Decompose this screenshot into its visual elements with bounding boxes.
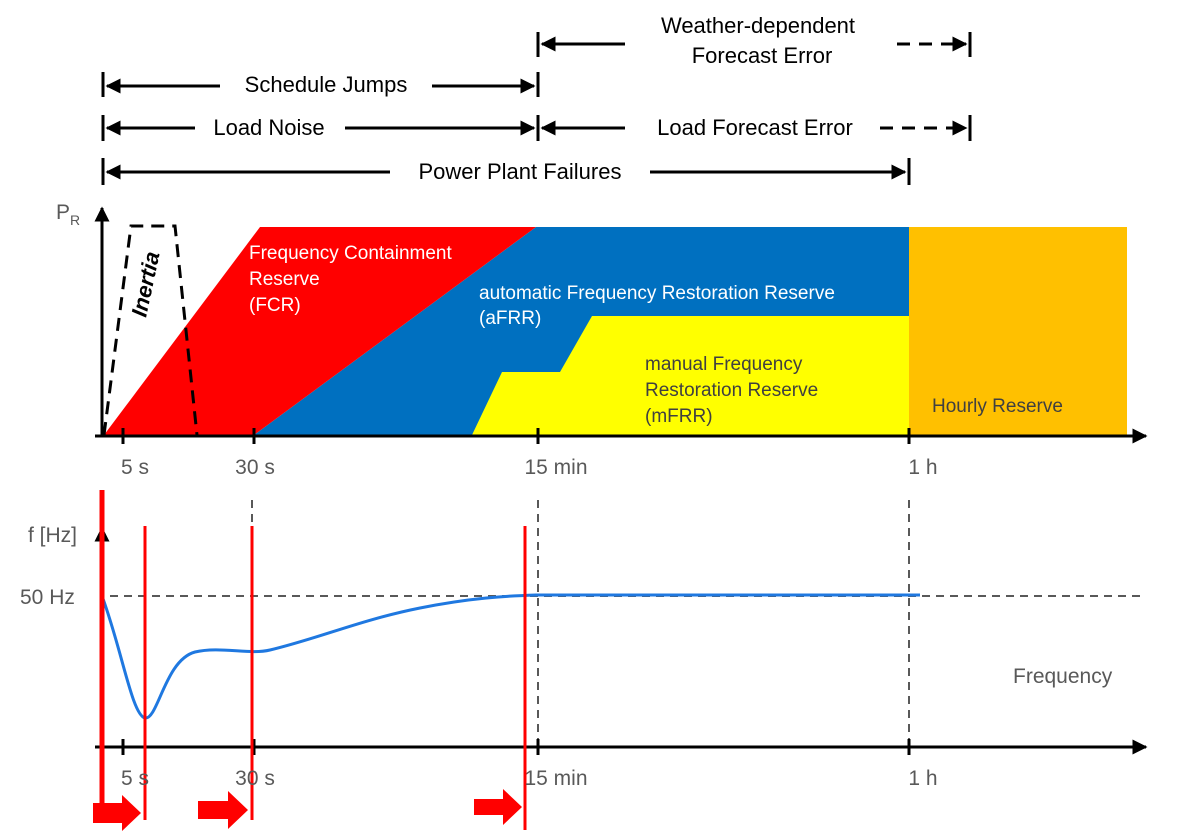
fcr-label-line3: (FCR)	[249, 295, 301, 316]
range-load-forecast-error: Load Forecast Error	[540, 115, 972, 141]
frequency-tick-5s: 5 s	[121, 767, 149, 790]
afrr-label-line2: (aFRR)	[479, 308, 541, 329]
frequency-y-axis-label: f [Hz]	[28, 524, 77, 547]
mfrr-label-line1: manual Frequency	[645, 354, 803, 375]
afrr-label-line1: automatic Frequency Restoration Reserve	[479, 283, 835, 304]
mfrr-area	[472, 316, 909, 435]
frequency-series-label: Frequency	[1013, 665, 1113, 688]
range-weather-forecast-error: Weather-dependent Forecast Error	[536, 13, 972, 68]
hourly-reserve-label: Hourly Reserve	[932, 396, 1063, 417]
fcr-area	[104, 227, 536, 435]
load-forecast-error-label: Load Forecast Error	[657, 115, 853, 140]
frequency-tick-30s: 30 s	[235, 767, 275, 790]
power-plant-failures-label: Power Plant Failures	[419, 159, 622, 184]
reserve-tick-1h: 1 h	[908, 456, 937, 479]
mfrr-label-line2: Restoration Reserve	[645, 380, 818, 401]
event-arrows	[93, 789, 522, 831]
fcr-label-line2: Reserve	[249, 269, 320, 290]
dashed-guides	[110, 500, 1140, 745]
reserve-tick-15min: 15 min	[524, 456, 587, 479]
load-noise-label: Load Noise	[213, 115, 324, 140]
red-arrow-icon	[474, 789, 522, 825]
frequency-tick-15min: 15 min	[524, 767, 587, 790]
frequency-tick-marks	[121, 739, 911, 755]
range-load-noise: Load Noise	[101, 115, 540, 141]
reserve-y-axis-label: PR	[56, 201, 80, 228]
reserve-chart: Inertia Frequency Containment Reserve (F…	[56, 201, 1148, 479]
inertia-curve	[102, 224, 199, 436]
mfrr-label-line3: (mFRR)	[645, 406, 713, 427]
range-power-plant-failures: Power Plant Failures	[101, 158, 911, 185]
hourly-reserve-area	[909, 227, 1127, 435]
range-schedule-jumps: Schedule Jumps	[101, 72, 540, 97]
nominal-frequency-label: 50 Hz	[20, 586, 75, 609]
weather-label-line1: Weather-dependent	[661, 13, 855, 38]
fcr-label-line1: Frequency Containment	[249, 243, 452, 264]
reserve-tick-marks	[121, 428, 911, 444]
weather-label-line2: Forecast Error	[692, 43, 833, 68]
schedule-jumps-label: Schedule Jumps	[245, 72, 408, 97]
red-arrow-icon	[93, 795, 141, 831]
event-marker-lines	[99, 490, 527, 830]
reserve-tick-5s: 5 s	[121, 456, 149, 479]
red-arrow-icon	[198, 791, 248, 829]
frequency-tick-1h: 1 h	[908, 767, 937, 790]
reserve-tick-30s: 30 s	[235, 456, 275, 479]
inertia-label: Inertia	[126, 249, 164, 319]
frequency-chart: f [Hz] 50 Hz Frequency 5 s 30 s 15 min 1…	[20, 490, 1148, 831]
frequency-curve	[100, 593, 920, 720]
